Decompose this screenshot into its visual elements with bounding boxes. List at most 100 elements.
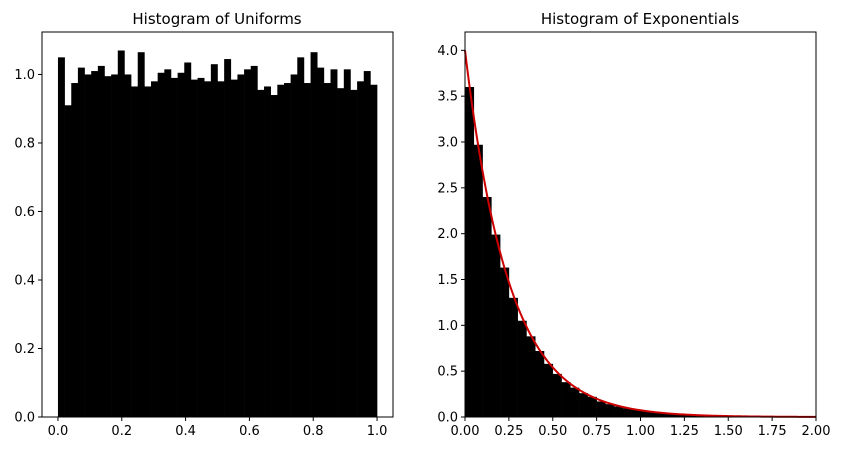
exponential-x-axis-ticks: 0.00 0.25 0.50 0.75 1.00 1.25 1.50 1.75 2.00 xyxy=(451,417,831,439)
exponential-bar-3 xyxy=(491,234,501,417)
exponential-y-tick-label-4: 2.0 xyxy=(437,227,458,242)
uniform-bar-7 xyxy=(104,76,112,417)
uniform-bar-33 xyxy=(277,84,285,417)
uniform-bar-21 xyxy=(197,77,205,418)
exponential-y-tick-label-7: 3.5 xyxy=(437,90,458,105)
uniform-chart-title: Histogram of Uniforms xyxy=(132,10,301,28)
uniform-bar-19 xyxy=(184,62,192,418)
exponential-bar-20 xyxy=(640,411,650,417)
uniform-bar-27 xyxy=(237,74,245,417)
uniform-bar-8 xyxy=(111,74,119,417)
uniform-axes-frame xyxy=(41,31,394,418)
exponential-bar-25 xyxy=(684,414,694,417)
exponential-x-tick-label-3: 0.75 xyxy=(582,424,611,439)
uniform-bar-29 xyxy=(250,65,258,417)
uniform-bar-34 xyxy=(283,83,291,418)
uniform-bar-16 xyxy=(164,69,172,417)
exponential-bar-12 xyxy=(570,387,580,417)
exponential-chart-title: Histogram of Exponentials xyxy=(541,10,740,28)
exponential-x-tick-label-0: 0.00 xyxy=(451,424,480,439)
exponential-axes-frame xyxy=(464,31,817,418)
exponential-y-tick-label-5: 2.5 xyxy=(437,181,458,196)
exponential-y-axis-ticks: 0.0 0.5 1.0 1.5 2.0 2.5 3.0 3.5 4.0 xyxy=(437,44,465,426)
uniform-bar-18 xyxy=(177,72,185,417)
uniform-bar-24 xyxy=(217,81,225,417)
exponential-x-tick-label-6: 1.50 xyxy=(714,424,743,439)
uniform-x-axis-ticks: 0.0 0.2 0.4 0.6 0.8 1.0 xyxy=(48,417,388,439)
uniform-bar-15 xyxy=(157,72,165,417)
uniform-y-tick-label-0: 0.0 xyxy=(14,411,35,426)
exponential-x-tick-label-4: 1.00 xyxy=(626,424,655,439)
exponential-y-tick-label-0: 0.0 xyxy=(437,411,458,426)
uniform-bar-25 xyxy=(224,59,232,418)
uniform-x-tick-label-3: 0.6 xyxy=(239,424,260,439)
uniform-bar-32 xyxy=(270,95,278,418)
uniform-bar-13 xyxy=(144,86,152,418)
exponential-x-tick-label-7: 1.75 xyxy=(758,424,787,439)
uniform-x-tick-label-2: 0.4 xyxy=(175,424,196,439)
uniform-bar-11 xyxy=(131,86,139,418)
uniform-bar-43 xyxy=(343,69,351,417)
uniform-bar-20 xyxy=(190,79,198,418)
uniform-bar-22 xyxy=(204,81,212,417)
uniform-bar-45 xyxy=(357,81,365,417)
uniform-y-tick-label-4: 0.8 xyxy=(14,136,35,151)
exponential-bar-13 xyxy=(579,393,589,417)
exponential-bar-22 xyxy=(658,412,668,417)
uniform-bar-42 xyxy=(337,88,345,417)
exponential-bar-19 xyxy=(631,409,641,417)
uniform-bar-6 xyxy=(97,65,105,417)
exponential-bar-8 xyxy=(535,351,545,417)
exponential-y-tick-label-6: 3.0 xyxy=(437,136,458,151)
uniform-bar-36 xyxy=(297,57,305,417)
uniform-bar-30 xyxy=(257,89,265,417)
uniform-bar-46 xyxy=(363,71,371,418)
uniform-bar-44 xyxy=(350,89,358,417)
exponential-bar-21 xyxy=(649,411,659,417)
uniform-bar-28 xyxy=(244,69,252,417)
exponential-bar-9 xyxy=(543,363,554,417)
uniform-bar-12 xyxy=(137,52,145,417)
exponential-bar-0 xyxy=(465,87,475,417)
exponential-bar-10 xyxy=(552,373,562,417)
uniform-x-tick-label-5: 1.0 xyxy=(367,424,388,439)
exponential-bar-16 xyxy=(605,404,615,417)
exponential-y-tick-label-2: 1.0 xyxy=(437,319,458,334)
uniform-y-tick-label-5: 1.0 xyxy=(14,68,35,83)
exponential-bar-17 xyxy=(614,406,624,417)
exponential-bar-1 xyxy=(473,144,483,417)
uniform-bar-1 xyxy=(64,105,72,417)
uniform-bars xyxy=(57,50,378,418)
uniform-bar-47 xyxy=(370,84,378,417)
uniform-bar-41 xyxy=(330,69,338,417)
uniform-y-tick-label-3: 0.6 xyxy=(14,205,35,220)
exponential-x-tick-label-8: 2.00 xyxy=(802,424,831,439)
uniform-bar-14 xyxy=(151,81,158,417)
uniform-bar-2 xyxy=(71,83,79,418)
exponential-bars xyxy=(465,87,817,417)
exponential-histogram-panel: Histogram of Exponentials 0.00 0.25 0.50 0.… xyxy=(437,10,830,439)
uniform-bar-39 xyxy=(317,67,325,417)
exponential-y-tick-label-8: 4.0 xyxy=(437,44,458,59)
uniform-x-tick-label-4: 0.8 xyxy=(303,424,324,439)
uniform-bar-9 xyxy=(117,50,125,418)
exponential-bar-11 xyxy=(561,382,571,417)
exponential-bar-6 xyxy=(517,320,527,417)
uniform-bar-31 xyxy=(264,86,271,418)
uniform-bar-0 xyxy=(57,57,65,417)
exponential-y-tick-label-1: 0.5 xyxy=(437,365,458,380)
uniform-bar-37 xyxy=(303,83,311,418)
uniform-bar-26 xyxy=(230,79,238,418)
exponential-x-tick-label-2: 0.50 xyxy=(538,424,567,439)
uniform-y-axis-ticks: 0.0 0.2 0.4 0.6 0.8 1.0 xyxy=(14,68,42,426)
uniform-x-tick-label-0: 0.0 xyxy=(48,424,69,439)
exponential-bar-2 xyxy=(482,197,492,417)
exponential-x-tick-label-1: 0.25 xyxy=(494,424,523,439)
uniform-bar-10 xyxy=(124,74,132,417)
exponential-x-tick-label-5: 1.25 xyxy=(670,424,699,439)
uniform-y-tick-label-1: 0.2 xyxy=(14,342,35,357)
uniform-histogram-panel: Histogram of Uniforms 0.0 0.2 0.4 0.6 0.8 1.0… xyxy=(14,10,394,439)
uniform-bar-35 xyxy=(290,74,298,417)
exponential-bar-23 xyxy=(666,413,676,417)
